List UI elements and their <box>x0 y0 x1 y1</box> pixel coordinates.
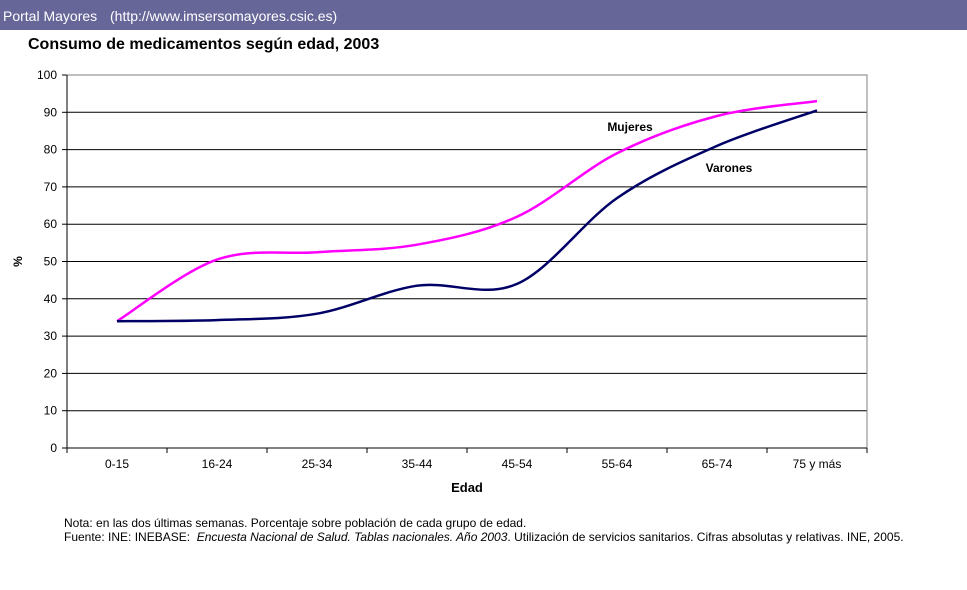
x-tick-label: 55-64 <box>602 457 633 471</box>
x-axis-label: Edad <box>451 480 483 495</box>
x-tick-label: 35-44 <box>402 457 433 471</box>
series-label-varones: Varones <box>706 161 753 175</box>
chart-notes: Nota: en las dos últimas semanas. Porcen… <box>64 516 904 544</box>
y-tick-label: 30 <box>44 329 58 343</box>
y-tick-label: 20 <box>44 366 58 380</box>
series-label-mujeres: Mujeres <box>607 120 653 134</box>
note-line: Nota: en las dos últimas semanas. Porcen… <box>64 516 527 530</box>
source-title: Encuesta Nacional de Salud. Tablas nacio… <box>196 530 508 544</box>
source-prefix: Fuente: INE: INEBASE: <box>64 530 197 544</box>
y-tick-label: 10 <box>44 404 58 418</box>
y-tick-label: 50 <box>44 255 58 269</box>
site-name[interactable]: Portal Mayores <box>3 8 98 24</box>
y-tick-label: 80 <box>44 143 58 157</box>
chart-title: Consumo de medicamentos según edad, 2003 <box>28 36 380 53</box>
x-tick-label: 65-74 <box>702 457 733 471</box>
y-tick-label: 0 <box>50 441 57 455</box>
x-tick-label: 25-34 <box>302 457 333 471</box>
portal-header-bar: Portal Mayores (http://www.imsersomayore… <box>0 0 967 30</box>
y-axis-label: % <box>11 256 25 267</box>
y-tick-label: 40 <box>44 292 58 306</box>
series-line-mujeres <box>116 99 818 323</box>
source-suffix: . Utilización de servicios sanitarios. C… <box>507 530 904 544</box>
x-tick-label: 75 y más <box>793 457 842 471</box>
series-line-varones <box>116 109 818 323</box>
y-tick-label: 70 <box>44 180 58 194</box>
x-tick-label: 45-54 <box>502 457 533 471</box>
y-tick-label: 100 <box>37 68 57 82</box>
source-line: Fuente: INE: INEBASE: Encuesta Nacional … <box>64 530 904 544</box>
y-tick-label: 90 <box>44 105 58 119</box>
site-url[interactable]: (http://www.imsersomayores.csic.es) <box>110 8 338 24</box>
line-chart: 0 10 20 30 40 50 60 70 80 90 100 0-15 16-24 25-34 35-4… <box>11 68 868 495</box>
y-tick-label: 60 <box>44 217 58 231</box>
x-tick-label: 0-15 <box>105 457 129 471</box>
x-tick-label: 16-24 <box>202 457 233 471</box>
